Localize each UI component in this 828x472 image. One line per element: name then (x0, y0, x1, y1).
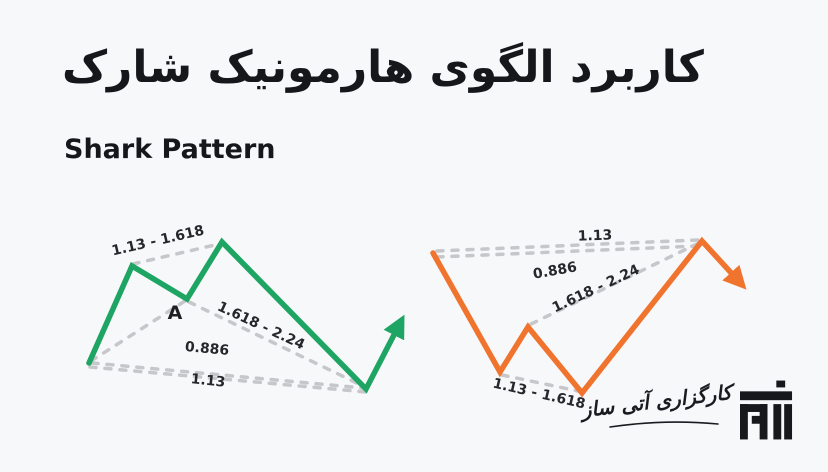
bearish-price-polyline (430, 236, 747, 398)
bullish-shark-diagram (86, 237, 405, 394)
page-title: کاربرد الگوی هارمونیک شارک (62, 42, 704, 93)
bearish-shark-diagram (430, 236, 747, 398)
label-ret-113: 1.13 (577, 227, 613, 245)
guide-xb (500, 373, 580, 393)
guide-bc (529, 241, 701, 326)
brand-logo-icon (740, 380, 793, 440)
guide-ret-886 (435, 244, 699, 259)
bearish-dashed-guides (435, 238, 701, 393)
guide-xb (131, 242, 221, 266)
guide-ret-113 (435, 238, 700, 253)
page-subtitle: Shark Pattern (64, 134, 276, 165)
guide-oa (89, 299, 187, 363)
guide-ret-886 (90, 361, 365, 390)
bullish-price-polyline (86, 237, 405, 394)
guide-ret-113 (88, 365, 368, 394)
guide-ac (187, 300, 365, 388)
brand-underline-flourish (609, 421, 719, 428)
bullish-dashed-guides (88, 242, 368, 394)
label-point-a: A (167, 302, 183, 324)
